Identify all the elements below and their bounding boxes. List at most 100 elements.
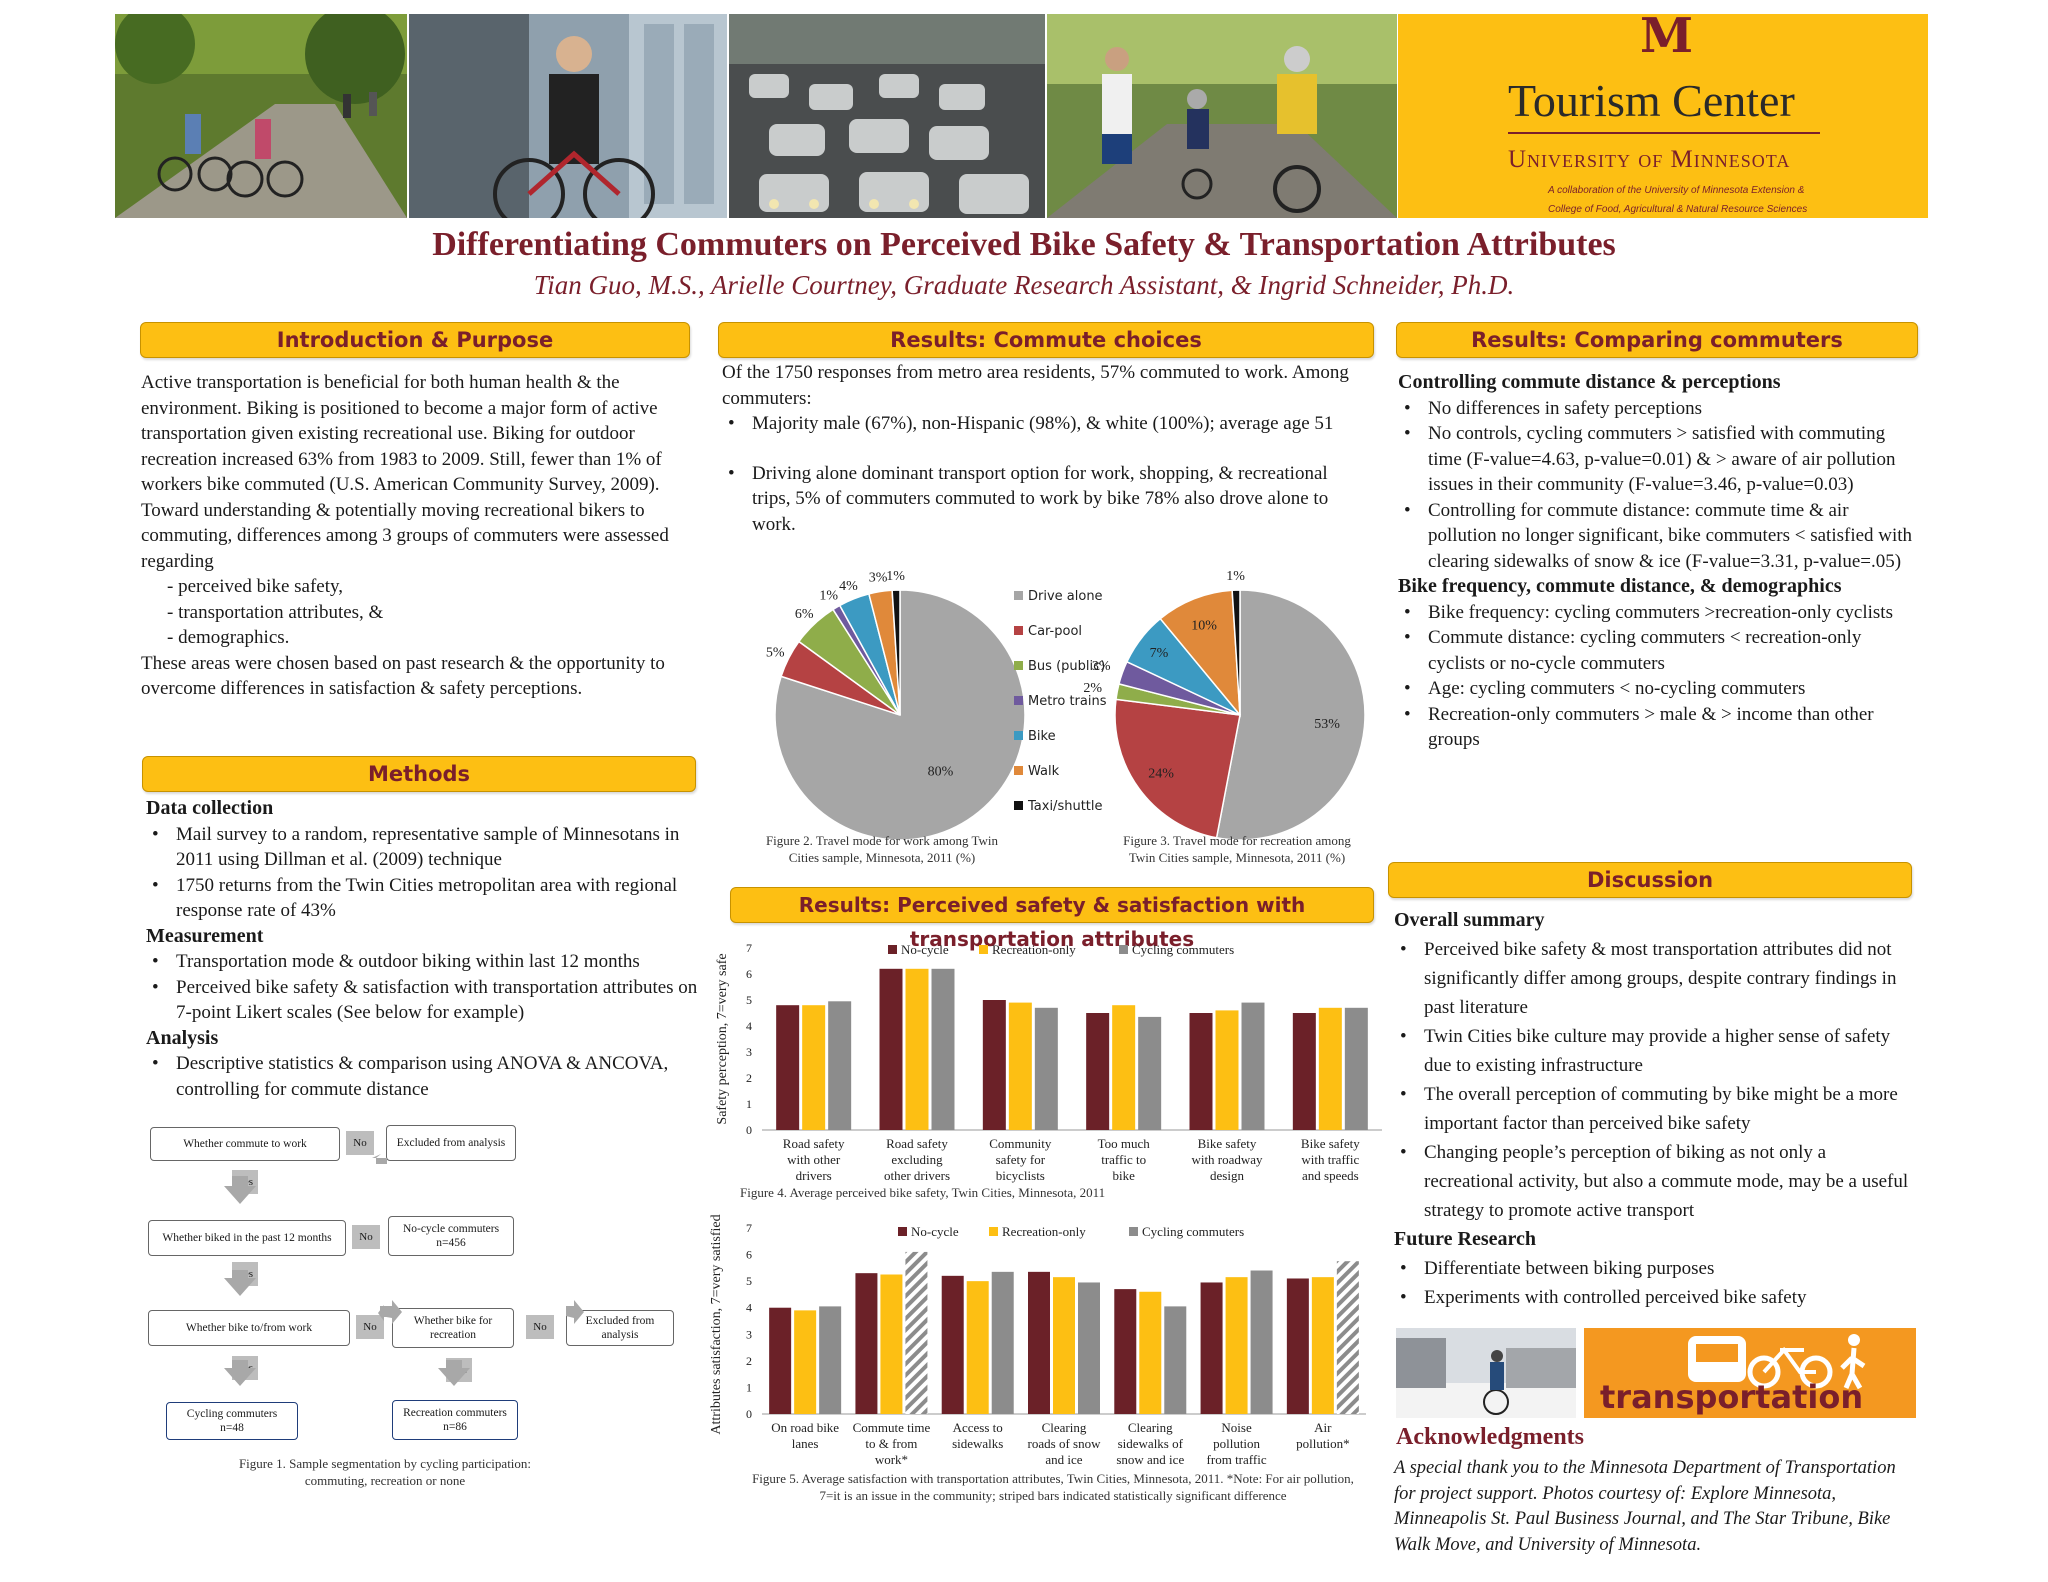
y-tick-label: 1	[746, 1097, 752, 1111]
ack-heading: Acknowledgments	[1396, 1424, 1585, 1450]
bar	[1215, 1010, 1239, 1130]
figure4-caption: Figure 4. Average perceived bike safety,…	[740, 1185, 1106, 1200]
data-collection-heading: Data collection	[146, 797, 274, 819]
winter-cyclist-photo	[1396, 1328, 1576, 1418]
x-tick-label: Clearing roads of snow and ice	[1028, 1420, 1102, 1467]
intro-text: Active transportation is beneficial for …	[141, 370, 701, 702]
intro-item: - demographics.	[167, 627, 290, 648]
y-tick-label: 3	[746, 1327, 752, 1341]
bar	[828, 1001, 852, 1130]
y-tick-label: 0	[746, 1123, 752, 1137]
legend-label: Bike	[1028, 729, 1056, 744]
list-item: Mail survey to a random, representative …	[146, 822, 706, 873]
list-item: Commute distance: cycling commuters < re…	[1398, 625, 1918, 676]
pie-value-label: 1%	[886, 569, 905, 584]
list-item: Differentiate between biking purposes	[1394, 1254, 1914, 1283]
list-item: Driving alone dominant transport option …	[722, 461, 1362, 538]
list-item: Transportation mode & outdoor biking wit…	[146, 949, 706, 975]
flow-no-label: No	[352, 1225, 380, 1249]
legend-swatch	[1014, 661, 1023, 670]
legend-swatch	[898, 1227, 907, 1236]
bar	[776, 1005, 800, 1130]
flow-recreation-box: Recreation commuters n=86	[392, 1400, 518, 1440]
bar	[819, 1306, 842, 1414]
flow-nocycle-label: No-cycle commuters	[402, 1223, 500, 1235]
poster-authors: Tian Guo, M.S., Arielle Courtney, Gradua…	[533, 270, 1515, 300]
pie-value-label: 53%	[1314, 717, 1340, 732]
list-item: Bike frequency: cycling commuters >recre…	[1398, 600, 1918, 626]
flow-cycling-label: Cycling commuters	[186, 1408, 278, 1420]
overall-summary-heading: Overall summary	[1394, 909, 1545, 931]
bar	[1225, 1277, 1248, 1414]
x-tick-label: Air pollution*	[1296, 1420, 1349, 1451]
pie-value-label: 1%	[1226, 569, 1245, 584]
traffic-jam-photo	[729, 14, 1045, 218]
bar	[931, 968, 955, 1130]
university-m-logo: M	[1640, 8, 1694, 64]
x-tick-label: Road safety with other drivers	[783, 1136, 845, 1183]
x-tick-label: Access to sidewalks	[952, 1420, 1003, 1451]
x-tick-label: Clearing sidewalks of snow and ice	[1116, 1420, 1184, 1467]
safety-heading: Results: Perceived safety & satisfaction…	[730, 887, 1374, 951]
cyclists-on-trail-photo	[115, 14, 407, 218]
pie-slice	[1159, 589, 1241, 718]
analysis-heading: Analysis	[146, 1026, 219, 1049]
pie-value-label: 1%	[819, 588, 838, 603]
y-tick-label: 0	[746, 1407, 752, 1421]
flow-no-label: No	[356, 1315, 384, 1339]
legend-label: No-cycle	[911, 1224, 959, 1239]
flow-cycling-box: Cycling commuters n=48	[166, 1402, 298, 1440]
transportation-graphic: transportation	[1584, 1328, 1916, 1418]
pie-value-label: 5%	[766, 645, 785, 660]
list-item: Twin Cities bike culture may provide a h…	[1394, 1022, 1914, 1080]
bar	[905, 1251, 928, 1414]
bar	[1034, 1007, 1058, 1130]
legend-swatch	[1014, 626, 1023, 635]
pie-slice	[891, 589, 901, 716]
bar	[905, 968, 929, 1130]
y-tick-label: 4	[746, 1019, 752, 1033]
x-tick-label: Road safety excluding other drivers	[884, 1136, 950, 1183]
safety-bar-chart: Safety perception, 7=very safe 0 1 2 3 4 5 6 7 Ro…	[715, 941, 1382, 1183]
y-tick-label: 5	[746, 993, 752, 1007]
y-tick-label: 4	[746, 1301, 752, 1315]
discussion-heading: Discussion	[1388, 862, 1912, 898]
bar	[1078, 1282, 1100, 1414]
flow-excluded-1: Excluded from analysis	[386, 1125, 516, 1161]
y-tick-label: 6	[746, 1248, 752, 1262]
future-research-heading: Future Research	[1394, 1228, 1537, 1250]
pie-charts: 80%5%6%1%4%3%1%53%24%2%3%7%10%1%Drive al…	[766, 569, 1366, 841]
list-item: Age: cycling commuters < no-cycling comm…	[1398, 676, 1918, 702]
methods-heading: Methods	[142, 756, 696, 792]
bar	[1086, 1013, 1110, 1130]
figure1-caption-l1: Figure 1. Sample segmentation by cycling…	[238, 1456, 532, 1471]
legend-swatch	[888, 945, 897, 954]
y-axis-label: Safety perception, 7=very safe	[715, 953, 730, 1124]
y-tick-label: 5	[746, 1274, 752, 1288]
center-name: Tourism Center	[1508, 75, 1795, 126]
bar	[802, 1005, 826, 1130]
legend-swatch	[1014, 731, 1023, 740]
pie-slice	[1114, 698, 1241, 839]
legend-swatch	[989, 1227, 998, 1236]
ack-text: A special thank you to the Minnesota Dep…	[1394, 1458, 1896, 1555]
pie-value-label: 6%	[795, 607, 814, 622]
collab-line-1: A collaboration of the University of Min…	[1548, 185, 1805, 196]
bar	[1053, 1277, 1075, 1414]
bar	[1138, 1016, 1162, 1130]
comparing-text: Controlling commute distance & perceptio…	[1398, 370, 1918, 753]
measurement-heading: Measurement	[146, 924, 264, 947]
x-tick-label: Too much traffic to bike	[1098, 1136, 1151, 1183]
flow-q3: Whether bike to/from work	[148, 1310, 350, 1346]
family-cycling-photo	[1047, 14, 1397, 218]
intro-p3: These areas were chosen based on past re…	[141, 652, 665, 700]
y-tick-label: 1	[746, 1380, 752, 1394]
transport-icons	[1688, 1334, 1866, 1390]
poster-title: Differentiating Commuters on Perceived B…	[432, 226, 1616, 263]
legend-label: Recreation-only	[992, 942, 1076, 957]
controlling-heading: Controlling commute distance & perceptio…	[1398, 371, 1781, 393]
commute-p1: Of the 1750 responses from metro area re…	[722, 362, 1349, 409]
x-tick-label: Bike safety with roadway design	[1191, 1136, 1263, 1183]
list-item: Changing people’s perception of biking a…	[1394, 1138, 1914, 1225]
tourism-center-logo-block: M Tourism Center University of Minnesota…	[1398, 8, 1928, 218]
